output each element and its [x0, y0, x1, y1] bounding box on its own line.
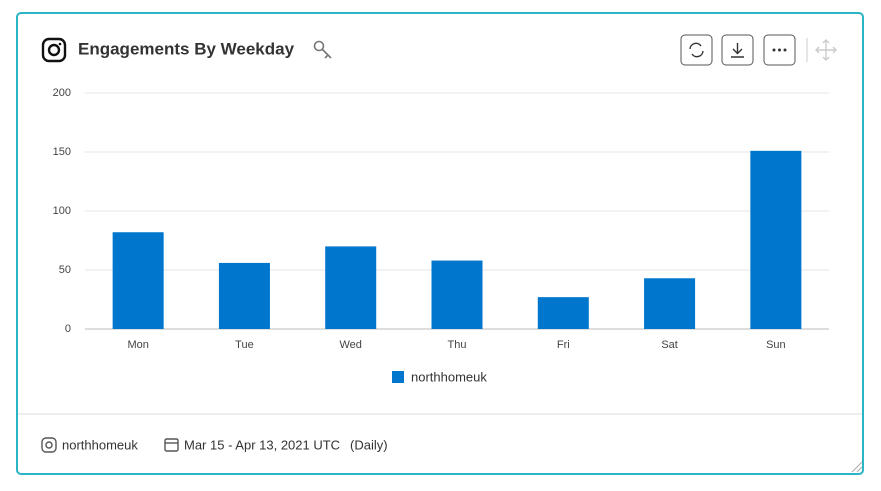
footer-date-range: Mar 15 - Apr 13, 2021 UTC [184, 437, 340, 452]
bar [537, 297, 589, 329]
resize-handle[interactable] [851, 461, 863, 473]
legend-label: northhomeuk [411, 369, 487, 384]
bar [325, 246, 377, 329]
bar [644, 278, 696, 329]
y-tick-label: 150 [53, 146, 71, 158]
bar [112, 232, 164, 329]
x-tick-label: Sat [661, 339, 678, 351]
calendar-icon [164, 438, 179, 452]
x-tick-label: Mon [127, 339, 148, 351]
bar [750, 150, 802, 329]
instagram-dot [58, 42, 62, 46]
footer-account-icon [41, 437, 57, 453]
y-tick-label: 0 [65, 323, 71, 335]
legend-swatch [392, 371, 404, 383]
bar [218, 262, 270, 329]
key-icon [313, 40, 332, 59]
x-tick-label: Tue [235, 339, 254, 351]
download-button[interactable] [721, 34, 754, 66]
y-tick-label: 200 [53, 87, 71, 99]
widget-title: Engagements By Weekday [78, 39, 295, 58]
footer-granularity: (Daily) [350, 437, 388, 452]
move-handle[interactable] [815, 39, 837, 61]
y-tick-label: 50 [59, 264, 71, 276]
card [16, 12, 864, 475]
x-tick-label: Sun [766, 339, 786, 351]
more-button[interactable] [763, 34, 796, 66]
footer-account: northhomeuk [62, 437, 138, 452]
x-tick-label: Wed [340, 339, 362, 351]
refresh-button[interactable] [680, 34, 713, 66]
x-tick-label: Thu [448, 339, 467, 351]
y-tick-label: 100 [53, 205, 71, 217]
bar [431, 260, 483, 329]
x-tick-label: Fri [557, 339, 570, 351]
instagram-icon [41, 37, 67, 63]
